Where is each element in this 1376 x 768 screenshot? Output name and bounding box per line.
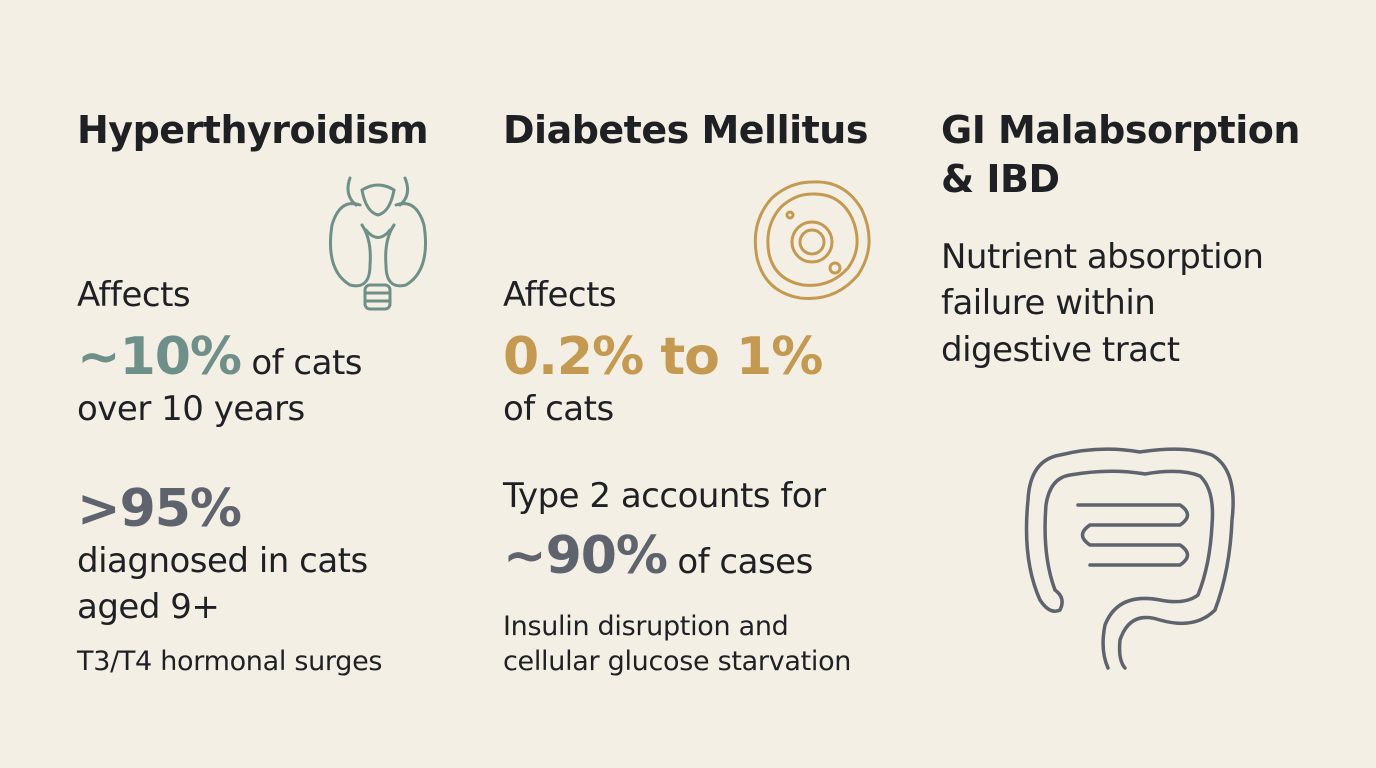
body: digestive tract xyxy=(941,330,1180,370)
thyroid-icon xyxy=(328,176,428,311)
note: Insulin disruption and xyxy=(503,611,789,642)
note: cellular glucose starvation xyxy=(503,646,851,677)
title: Diabetes Mellitus xyxy=(503,108,868,152)
stat-after: over 10 years xyxy=(77,389,305,429)
title: GI Malabsorption xyxy=(941,108,1300,152)
stat-line: ~10% of cats xyxy=(77,327,362,387)
stat-suffix: of cats xyxy=(241,343,362,383)
body: failure within xyxy=(941,283,1155,323)
body: Nutrient absorption xyxy=(941,237,1263,277)
intestine-icon xyxy=(1024,447,1235,670)
stat: 0.2% to 1% xyxy=(503,327,822,387)
title: & IBD xyxy=(941,157,1060,201)
stat2-line: diagnosed in cats xyxy=(77,541,368,581)
stat2: ~90% xyxy=(503,526,667,586)
stat2-line: aged 9+ xyxy=(77,587,219,627)
stat: ~10% xyxy=(77,327,241,387)
stat-after: of cats xyxy=(503,389,614,429)
stat2-before: Type 2 accounts for xyxy=(502,476,826,516)
intro: Affects xyxy=(77,275,190,315)
stat2: >95% xyxy=(77,479,241,539)
cell-icon xyxy=(753,180,871,301)
stat2-line: ~90% of cases xyxy=(503,526,813,586)
title: Hyperthyroidism xyxy=(77,108,428,152)
stat2-suffix: of cases xyxy=(667,542,813,582)
intro: Affects xyxy=(503,275,616,315)
note: T3/T4 hormonal surges xyxy=(76,646,382,677)
